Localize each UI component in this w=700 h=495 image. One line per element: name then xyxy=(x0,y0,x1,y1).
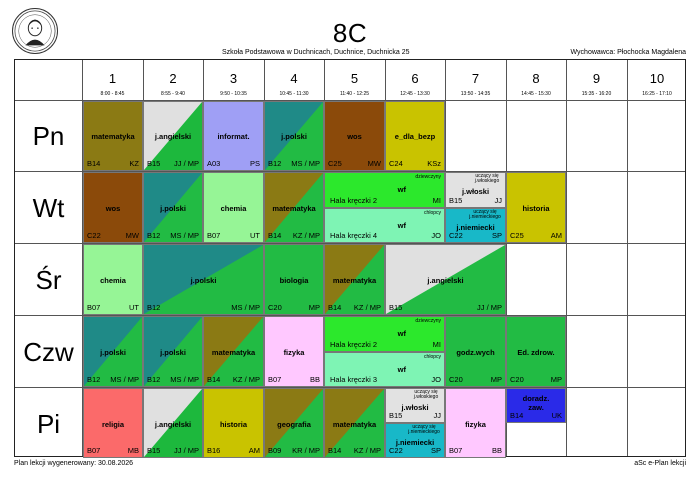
period-header-7: 7 13:50 - 14:35 xyxy=(460,71,491,97)
lesson-card[interactable]: chemia B07 UT xyxy=(83,244,143,315)
lesson-card[interactable]: biologia C20 MP xyxy=(264,244,324,315)
lesson-card-niemiecki[interactable]: uczący się j.niemieckiego j.niemiecki C2… xyxy=(445,208,506,243)
lesson-card[interactable]: fizyka B07 BB xyxy=(445,388,506,458)
lesson-card[interactable]: informat. A03 PS xyxy=(203,101,264,171)
lesson-card-niemiecki[interactable]: uczący się j.niemieckiego j.niemiecki C2… xyxy=(385,423,445,458)
lesson-card[interactable]: godz.wych C20 MP xyxy=(445,316,506,387)
lesson-card[interactable]: j.angielski B15 JJ / MP xyxy=(143,101,203,171)
period-header-4: 4 10:45 - 11:30 xyxy=(279,71,309,97)
lesson-card[interactable]: Ed. zdrow. C20 MP xyxy=(506,316,566,387)
lesson-card[interactable]: matematyka B14 KZ / MP xyxy=(324,388,385,458)
timetable-grid: 1 8:00 - 8:45 2 8:55 - 9:40 3 9:50 - 10:35 … xyxy=(14,59,686,458)
class-title: 8C xyxy=(332,18,368,48)
generated-date: Plan lekcji wygenerowany: 30.08.2026 xyxy=(14,460,134,467)
lesson-card[interactable]: j.polski B12 MS / MP xyxy=(143,172,203,243)
app-credit: aSc e-Plan lekcji xyxy=(634,460,686,467)
school-name: Szkoła Podstawowa w Duchnicach, Duchnice… xyxy=(222,49,410,56)
lesson-card[interactable]: fizyka B07 BB xyxy=(264,316,324,387)
lesson-card-wf-boys[interactable]: chłopcy wf Hala kręczki 4 JO xyxy=(324,208,445,243)
homeroom-teacher: Wychowawca: Płochocka Magdalena xyxy=(570,49,687,56)
lesson-card[interactable]: j.angielski B15 JJ / MP xyxy=(143,388,203,458)
lesson-card[interactable]: j.polski B12 MS / MP xyxy=(83,316,143,387)
lesson-card[interactable]: wos C22 MW xyxy=(83,172,143,243)
period-header-3: 3 9:50 - 10:35 xyxy=(220,71,247,97)
lesson-card-wf-girls[interactable]: dziewczyny wf Hala kręczki 2 MI xyxy=(324,316,445,352)
lesson-card[interactable]: j.polski B12 MS / MP xyxy=(143,316,203,387)
day-label-pn: Pn xyxy=(32,121,65,151)
lesson-card-double[interactable]: j.angielski B15 JJ / MP xyxy=(385,244,506,315)
lesson-card[interactable]: historia C25 AM xyxy=(506,172,566,243)
lesson-card[interactable]: e_dla_bezp C24 KSz xyxy=(385,101,445,171)
day-label-wt: Wt xyxy=(32,193,65,223)
lesson-card-double[interactable]: j.polski B12 MS / MP xyxy=(143,244,264,315)
lesson-card-wf-boys[interactable]: chłopcy wf Hala kręczki 3 JO xyxy=(324,352,445,387)
lesson-card[interactable]: matematyka B14 KZ xyxy=(83,101,143,171)
lesson-card[interactable]: matematyka B14 KZ / MP xyxy=(264,172,324,243)
lesson-card[interactable]: wos C25 MW xyxy=(324,101,385,171)
day-label-czw: Czw xyxy=(23,337,74,367)
period-header-8: 8 14:45 - 15:30 xyxy=(521,71,551,97)
period-header-10: 10 16:25 - 17:10 xyxy=(642,71,672,97)
period-header-5: 5 11:40 - 12:25 xyxy=(339,71,370,97)
day-label-sr: Śr xyxy=(35,265,62,295)
lesson-card[interactable]: matematyka B14 KZ / MP xyxy=(203,316,264,387)
period-header-1: 1 8:00 - 8:45 xyxy=(100,71,125,97)
day-label-pi: Pi xyxy=(36,409,61,439)
lesson-card[interactable]: matematyka B14 KZ / MP xyxy=(324,244,385,315)
lesson-card[interactable]: chemia B07 UT xyxy=(203,172,264,243)
period-header-2: 2 8:55 - 9:40 xyxy=(161,71,185,97)
lesson-card[interactable]: j.polski B12 MS / MP xyxy=(264,101,324,171)
lesson-card-doradztwo[interactable]: doradz. zaw. B14 UK xyxy=(506,388,566,423)
period-header-6: 6 12:45 - 13:30 xyxy=(400,71,430,97)
lesson-card-wloski[interactable]: uczący się j.włoskiego j.włoski B15 JJ xyxy=(385,388,445,423)
portrait-seal-icon xyxy=(14,10,56,52)
lesson-card[interactable]: historia B16 AM xyxy=(203,388,264,458)
period-header-9: 9 15:35 - 16:20 xyxy=(581,71,612,97)
lesson-card[interactable]: geografia B09 KR / MP xyxy=(264,388,324,458)
lesson-card-wloski[interactable]: uczący się j.włoskiego j.włoski B15 JJ xyxy=(445,172,506,208)
lesson-card-wf-girls[interactable]: dziewczyny wf Hala kręczki 2 MI xyxy=(324,172,445,208)
lesson-card[interactable]: religia B07 MB xyxy=(83,388,143,458)
school-logo xyxy=(12,8,58,54)
